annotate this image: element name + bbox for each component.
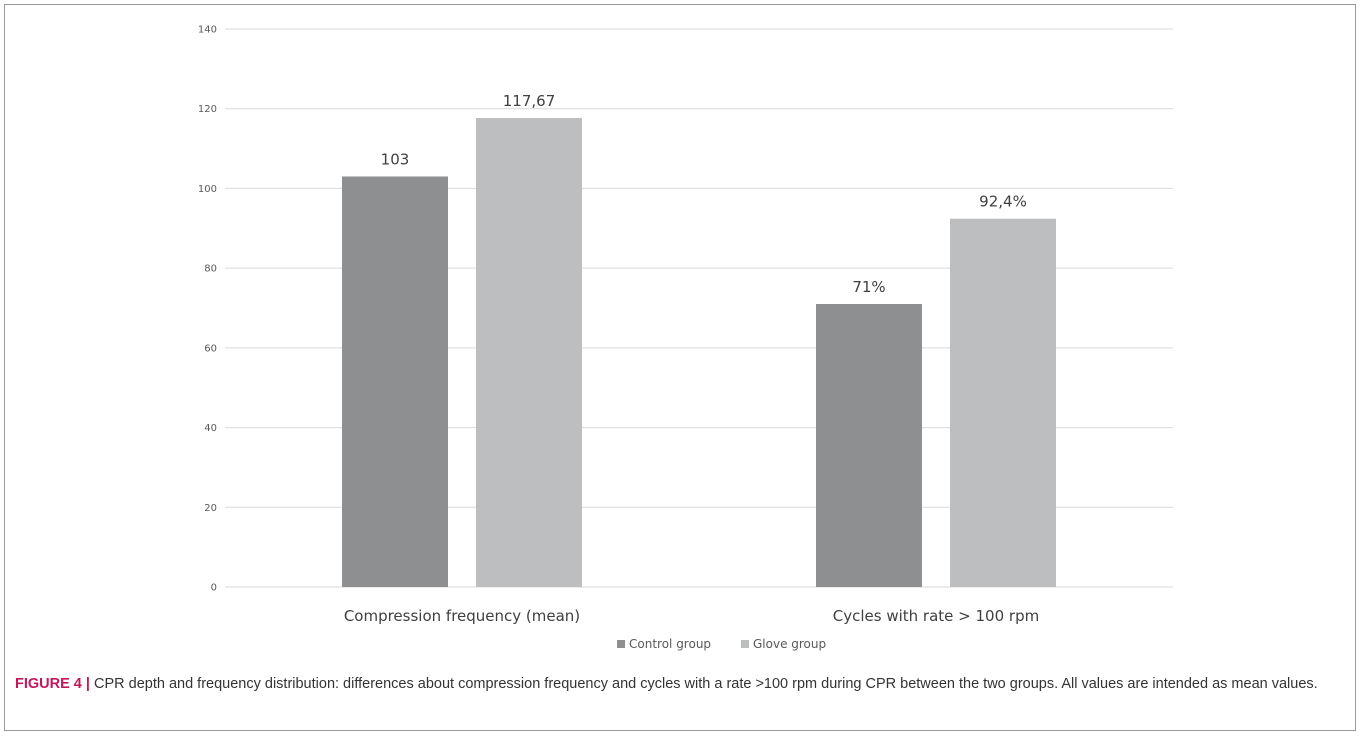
bar-control-group (342, 176, 448, 587)
data-label: 92,4% (979, 193, 1027, 211)
y-tick-label: 100 (198, 184, 217, 195)
data-label: 71% (852, 278, 885, 296)
y-tick-label: 60 (204, 343, 217, 354)
caption-text: CPR depth and frequency distribution: di… (89, 676, 1318, 692)
legend: Control group Glove group (617, 637, 826, 651)
category-labels: Compression frequency (mean) Cycles with … (344, 607, 1039, 625)
bars (342, 118, 1056, 587)
bar-glove-group (950, 218, 1056, 587)
data-label: 117,67 (503, 92, 556, 110)
y-axis-ticks: 0 20 40 60 80 100 120 140 (198, 25, 217, 594)
bar-glove-group (476, 118, 582, 587)
y-tick-label: 0 (211, 583, 217, 594)
caption-label: FIGURE 4 | (15, 676, 90, 692)
data-labels: 103 117,67 71% 92,4% (381, 92, 1027, 296)
bar-control-group (816, 304, 922, 587)
legend-entry: Glove group (753, 637, 826, 651)
figure-panel: 0 20 40 60 80 100 120 140 103 117,67 71% 92,4% Com… (4, 4, 1356, 731)
y-tick-label: 80 (204, 264, 217, 275)
y-tick-label: 120 (198, 104, 217, 115)
y-tick-label: 20 (204, 503, 217, 514)
bar-chart: 0 20 40 60 80 100 120 140 103 117,67 71% 92,4% Com… (198, 25, 1173, 651)
legend-swatch (617, 640, 625, 648)
data-label: 103 (381, 150, 410, 168)
legend-entry: Control group (629, 637, 711, 651)
category-label: Compression frequency (mean) (344, 607, 580, 625)
y-tick-label: 140 (198, 25, 217, 36)
figure-caption: FIGURE 4 | CPR depth and frequency distr… (15, 674, 1351, 694)
y-tick-label: 40 (204, 423, 217, 434)
category-label: Cycles with rate > 100 rpm (833, 607, 1039, 625)
legend-swatch (741, 640, 749, 648)
